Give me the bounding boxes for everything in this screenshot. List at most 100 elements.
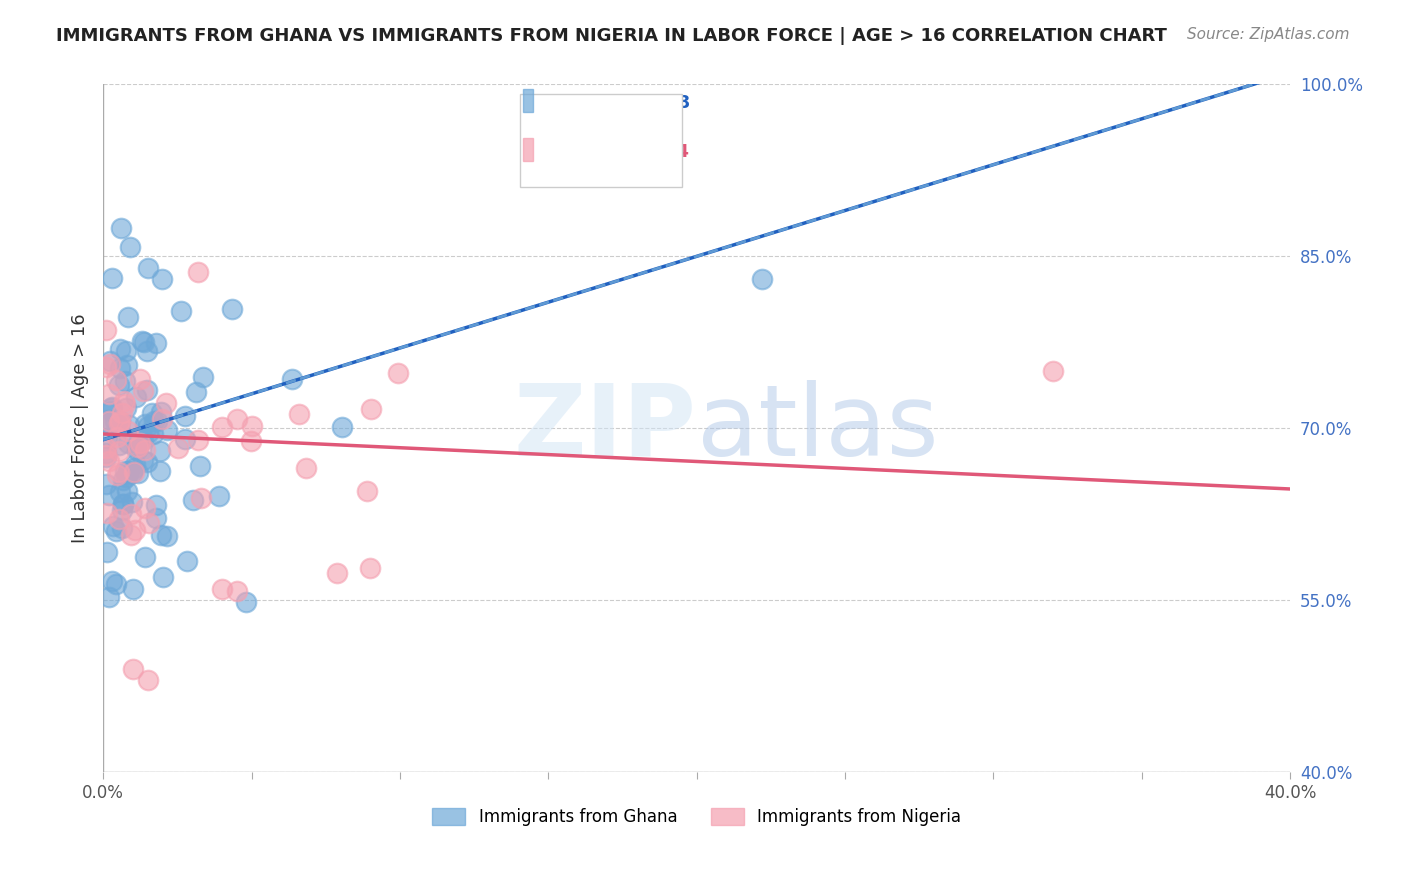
Point: [100, 271, 122, 285]
Point: [295, 461, 318, 475]
Point: [134, 501, 156, 516]
Point: [211, 420, 233, 434]
Point: [131, 384, 153, 398]
Y-axis label: In Labor Force | Age > 16: In Labor Force | Age > 16: [72, 313, 89, 543]
Point: [330, 420, 353, 434]
Point: [117, 424, 139, 438]
Point: [110, 406, 132, 420]
Point: [100, 401, 122, 416]
Text: N =: N =: [633, 94, 685, 112]
Point: [121, 495, 143, 509]
Point: [110, 361, 132, 376]
Point: [104, 414, 127, 428]
Point: [751, 272, 773, 286]
Point: [134, 334, 156, 349]
Point: [108, 511, 131, 525]
Point: [187, 265, 209, 279]
Point: [138, 516, 160, 530]
Point: [136, 673, 159, 688]
Point: [108, 416, 131, 430]
Text: 0.260: 0.260: [581, 94, 637, 112]
Point: [94, 446, 117, 460]
Point: [111, 473, 134, 487]
Point: [117, 467, 139, 482]
Point: [152, 570, 174, 584]
Point: [359, 561, 381, 575]
Point: [225, 584, 247, 599]
Point: [97, 488, 120, 502]
Point: [115, 358, 138, 372]
Point: [114, 343, 136, 358]
Point: [166, 441, 188, 455]
Point: [114, 464, 136, 478]
Point: [156, 423, 179, 437]
Point: [120, 507, 142, 521]
Point: [104, 577, 127, 591]
Point: [120, 528, 142, 542]
Point: [108, 413, 131, 427]
Legend: Immigrants from Ghana, Immigrants from Nigeria: Immigrants from Ghana, Immigrants from N…: [426, 801, 967, 832]
Point: [124, 465, 146, 479]
Point: [98, 357, 121, 371]
Point: [97, 416, 120, 430]
Point: [117, 463, 139, 477]
Point: [97, 454, 120, 468]
Point: [110, 342, 132, 356]
Text: atlas: atlas: [696, 380, 938, 476]
Text: IMMIGRANTS FROM GHANA VS IMMIGRANTS FROM NIGERIA IN LABOR FORCE | AGE > 16 CORRE: IMMIGRANTS FROM GHANA VS IMMIGRANTS FROM…: [56, 27, 1167, 45]
Point: [128, 432, 150, 446]
Point: [107, 468, 129, 483]
Point: [97, 413, 120, 427]
Point: [136, 425, 159, 440]
Point: [143, 414, 166, 428]
Point: [96, 432, 118, 446]
Point: [122, 461, 145, 475]
Point: [235, 595, 257, 609]
Point: [240, 419, 263, 434]
Point: [176, 554, 198, 568]
Point: [142, 426, 165, 441]
Point: [190, 491, 212, 505]
Point: [124, 523, 146, 537]
Point: [181, 493, 204, 508]
Point: [281, 372, 304, 386]
Point: [104, 373, 127, 387]
Point: [98, 387, 121, 401]
Point: [96, 506, 118, 520]
Point: [114, 470, 136, 484]
Point: [101, 519, 124, 533]
Point: [107, 377, 129, 392]
Text: 98: 98: [665, 94, 690, 112]
Point: [136, 419, 159, 434]
Point: [149, 444, 172, 458]
Text: N =: N =: [633, 143, 685, 161]
Point: [149, 464, 172, 478]
Point: [121, 466, 143, 480]
Point: [132, 434, 155, 448]
Point: [188, 458, 211, 473]
Point: [94, 450, 117, 464]
Point: [127, 441, 149, 455]
Point: [149, 405, 172, 419]
Point: [170, 304, 193, 318]
Point: [108, 444, 131, 458]
Point: [108, 414, 131, 428]
Point: [141, 406, 163, 420]
Point: [125, 390, 148, 404]
Point: [128, 435, 150, 450]
Point: [225, 412, 247, 426]
Text: 54: 54: [665, 143, 690, 161]
Point: [156, 529, 179, 543]
Point: [134, 549, 156, 564]
Point: [288, 407, 311, 421]
Point: [105, 430, 128, 444]
Point: [108, 465, 131, 479]
Point: [134, 442, 156, 457]
Point: [94, 477, 117, 491]
Point: [100, 404, 122, 418]
Point: [387, 366, 409, 380]
Point: [174, 432, 197, 446]
Text: R =: R =: [534, 143, 574, 161]
Point: [136, 260, 159, 275]
Point: [239, 434, 262, 448]
